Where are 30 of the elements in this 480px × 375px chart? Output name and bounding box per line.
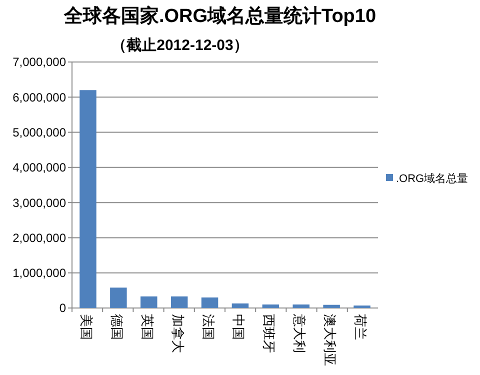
- bar: [170, 296, 188, 308]
- bar: [262, 304, 280, 308]
- chart-subtitle: （截止2012-12-03）: [112, 37, 248, 54]
- x-tick-label: 中国: [230, 314, 246, 340]
- y-tick-label: 4,000,000: [12, 160, 66, 175]
- legend-label: .ORG域名总量: [396, 172, 468, 185]
- y-tick-label: 5,000,000: [12, 125, 66, 140]
- x-tick-label: 澳大利亚: [322, 314, 337, 366]
- x-tick-label: 美国: [78, 314, 94, 340]
- x-tick-label: 加拿大: [169, 314, 184, 353]
- bar: [292, 304, 310, 308]
- x-tick-label: 西班牙: [260, 314, 276, 353]
- y-tick-label: 1,000,000: [12, 266, 66, 280]
- y-tick-label: 6,000,000: [12, 90, 66, 104]
- x-tick-label: 德国: [108, 314, 124, 340]
- bar: [140, 296, 158, 308]
- y-tick-label: 3,000,000: [12, 196, 66, 210]
- chart-title: 全球各国家.ORG域名总量统计Top10: [62, 5, 376, 27]
- bar: [80, 90, 96, 308]
- x-tick-label: 荷兰: [352, 314, 368, 340]
- y-tick-label: 0: [59, 301, 66, 316]
- y-tick-label: 7,000,000: [12, 55, 66, 70]
- x-tick-label: 意大利: [291, 313, 306, 353]
- bar: [232, 303, 249, 308]
- y-tick-label: 2,000,000: [12, 230, 66, 245]
- x-tick-label: 英国: [138, 314, 154, 340]
- x-tick-label: 法国: [200, 314, 215, 340]
- bar: [323, 304, 340, 308]
- bar: [110, 288, 127, 308]
- bar: [201, 297, 218, 308]
